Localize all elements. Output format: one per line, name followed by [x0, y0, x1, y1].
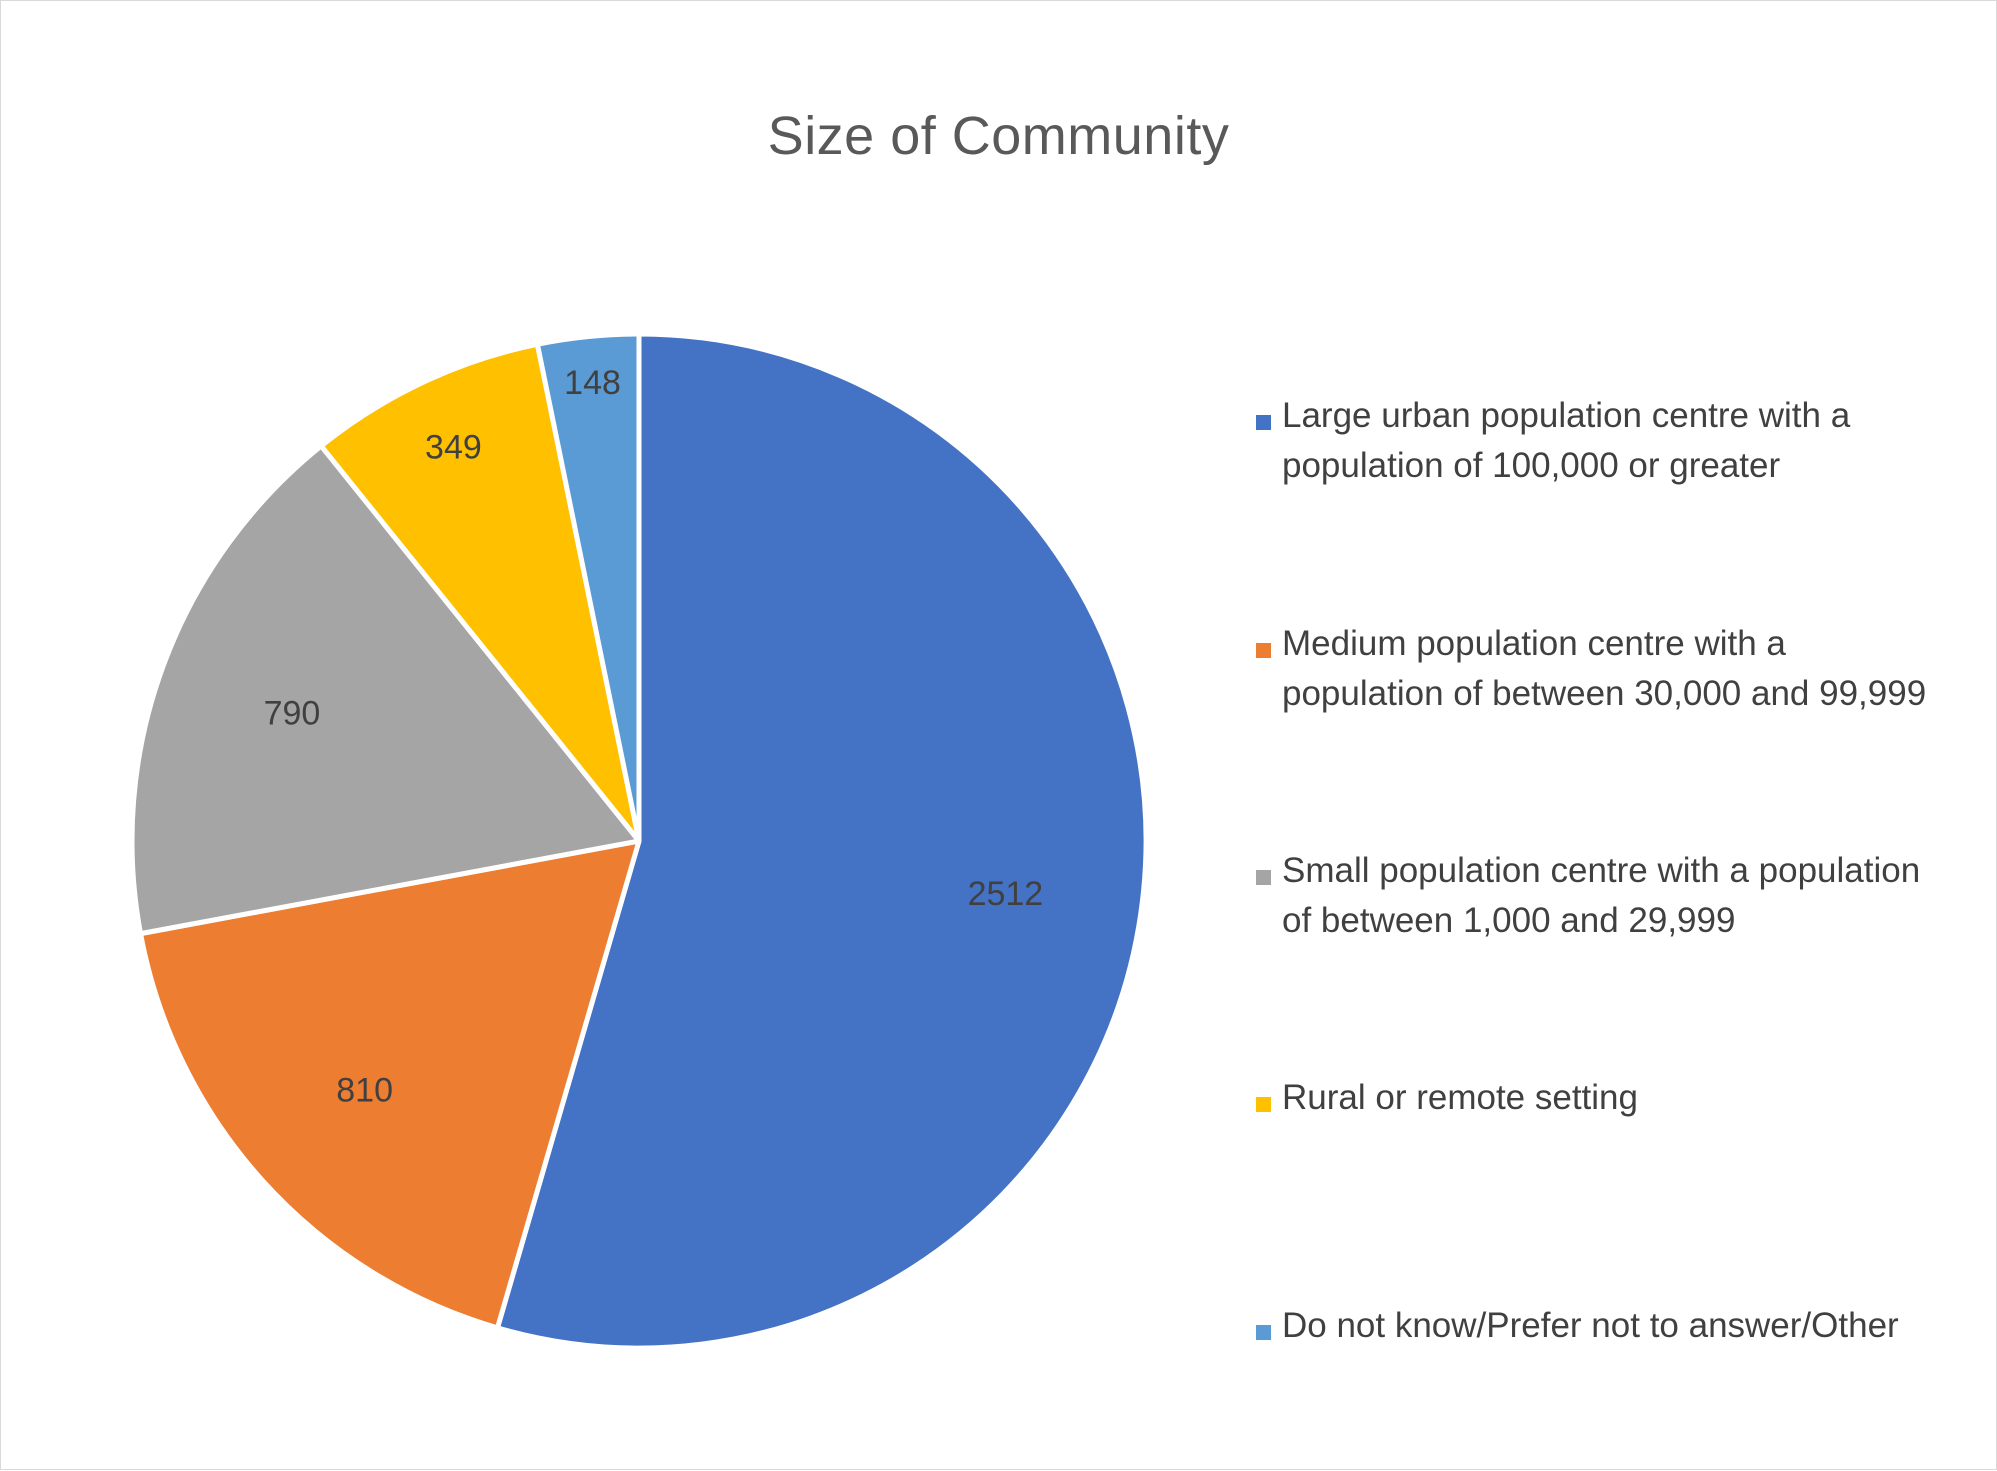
chart-title: Size of Community [767, 106, 1230, 166]
data-labels: 2512 810 790 349 148 [264, 364, 1044, 1109]
legend-label-medium: Medium population centre with a populati… [1282, 619, 1972, 719]
legend-label-large-urban: Large urban population centre with a pop… [1282, 391, 1972, 491]
pie-slice-small [129, 443, 642, 937]
legend-label-rural: Rural or remote setting [1282, 1073, 1972, 1123]
legend-label-line: Large urban population centre with a [1282, 396, 1851, 435]
legend-swatch-other [1256, 1325, 1271, 1340]
legend-swatch-rural [1256, 1097, 1271, 1112]
pie-slice-rural [318, 341, 642, 844]
legend-label-small: Small population centre with a populatio… [1282, 846, 1972, 946]
data-label-small: 790 [264, 694, 321, 732]
legend-label-line: Do not know/Prefer not to answer/Other [1282, 1306, 1899, 1345]
legend-label-line: of between 1,000 and 29,999 [1282, 901, 1736, 940]
data-label-large-urban: 2512 [968, 875, 1044, 913]
pie-slice-large-urban [494, 331, 1149, 1351]
legend-label-other: Do not know/Prefer not to answer/Other [1282, 1301, 1972, 1351]
pie-slice-other [534, 331, 642, 844]
legend-label-line: Small population centre with a populatio… [1282, 851, 1921, 890]
legend-label-line: Medium population centre with a [1282, 624, 1786, 663]
data-label-rural: 349 [425, 428, 482, 466]
legend-swatch-small [1256, 870, 1271, 885]
pie-slices [129, 331, 1149, 1351]
data-label-other: 148 [564, 364, 621, 402]
legend-label-line: population of 100,000 or greater [1282, 446, 1781, 485]
pie-slice-medium [138, 838, 642, 1331]
legend-label-line: Rural or remote setting [1282, 1078, 1638, 1117]
legend-label-line: population of between 30,000 and 99,999 [1282, 674, 1927, 713]
legend-swatch-large-urban [1256, 415, 1271, 430]
legend-swatch-medium [1256, 643, 1271, 658]
data-label-medium: 810 [336, 1071, 393, 1109]
